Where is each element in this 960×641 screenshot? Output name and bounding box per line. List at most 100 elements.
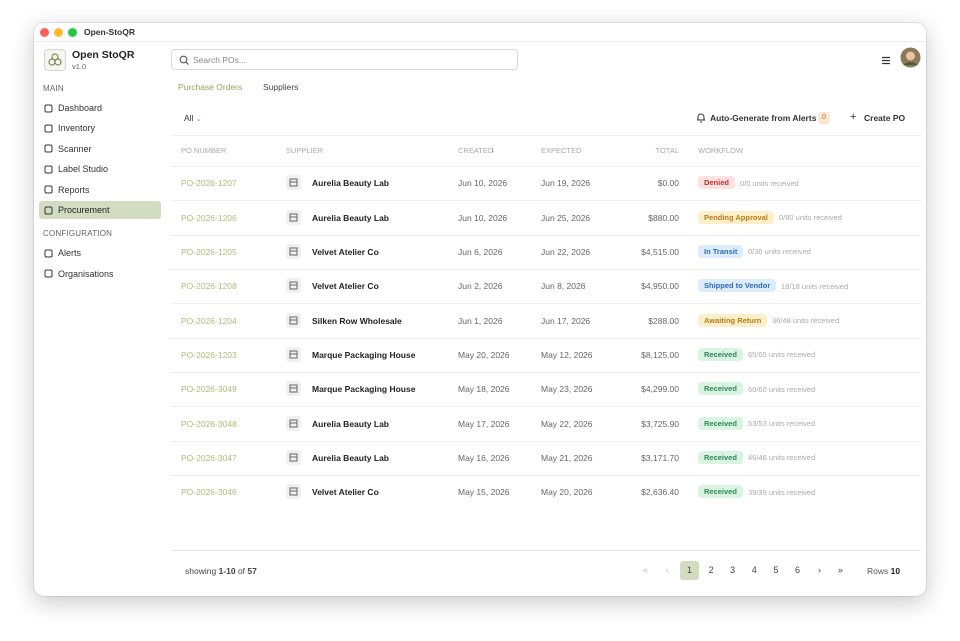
supplier-icon (286, 381, 301, 397)
po-number[interactable]: PO-2026-3047 (181, 452, 237, 463)
building-glyph (289, 213, 298, 222)
close-button[interactable] (40, 28, 49, 37)
nav-label: Organisations (58, 268, 114, 279)
po-number[interactable]: PO-2026-1208 (181, 281, 237, 292)
supplier-name: Silken Row Wholesale (312, 315, 402, 326)
filter-dropdown[interactable]: All ⌄ (184, 113, 202, 123)
first-page[interactable]: « (642, 565, 648, 575)
nav-item[interactable]: Scanner (39, 140, 161, 158)
logo-icon (48, 53, 62, 66)
total-amount: $3,171.70 (641, 452, 679, 463)
building-glyph (289, 419, 298, 428)
table-row[interactable] (171, 337, 921, 372)
search-box[interactable]: Search POs... (171, 49, 518, 70)
nav-item[interactable]: Alerts (39, 244, 161, 262)
alert-icon (697, 113, 705, 123)
nav-label: Procurement (58, 205, 110, 215)
supplier-icon (286, 209, 301, 225)
po-number[interactable]: PO-2026-1205 (181, 246, 237, 257)
next-page[interactable]: › (818, 565, 821, 575)
building-glyph (289, 247, 298, 256)
app-logo (44, 49, 66, 71)
nav-item[interactable]: Dashboard (39, 99, 161, 117)
total-amount: $3,725.90 (641, 418, 679, 429)
table-row[interactable] (171, 234, 921, 269)
menu-button[interactable] (881, 56, 891, 65)
rows-per-page[interactable]: Rows 10 (867, 566, 900, 576)
status-badge: Received (698, 382, 743, 396)
total-amount: $0.00 (657, 178, 679, 189)
nav-item[interactable]: Reports (39, 181, 161, 199)
tab[interactable]: Suppliers (263, 82, 299, 92)
units-received: 36/48 units received (772, 316, 840, 326)
nav-icon (44, 165, 53, 174)
supplier-name: Aurelia Beauty Lab (312, 452, 389, 463)
table-rule (171, 135, 921, 136)
user-avatar[interactable] (900, 47, 921, 68)
nav-item[interactable]: Organisations (39, 265, 161, 283)
po-number[interactable]: PO-2026-3046 (181, 487, 237, 498)
minimize-button[interactable] (54, 28, 63, 37)
nav-item[interactable]: Procurement (39, 201, 161, 219)
alert-count-badge: 0 (818, 112, 830, 124)
column-header[interactable]: CREATED (458, 146, 494, 155)
status-badge: Received (698, 450, 743, 464)
building-glyph (289, 453, 298, 462)
supplier-name: Velvet Atelier Co (312, 487, 379, 498)
footer-divider (171, 550, 921, 551)
nav-item[interactable]: Label Studio (39, 160, 161, 178)
nav-item[interactable]: Inventory (39, 119, 161, 137)
last-page[interactable]: » (837, 565, 843, 575)
supplier-icon (286, 312, 301, 328)
tab[interactable]: Purchase Orders (178, 82, 243, 92)
table-row[interactable] (171, 440, 921, 475)
created-date: May 15, 2026 (458, 487, 510, 498)
po-number[interactable]: PO-2026-1207 (181, 178, 237, 189)
page-button[interactable]: 2 (708, 565, 714, 575)
page-button[interactable]: 3 (730, 565, 736, 575)
nav-icon (44, 185, 53, 194)
supplier-icon (286, 346, 301, 362)
created-date: May 18, 2026 (458, 384, 510, 395)
column-header: SUPPLIER (286, 146, 324, 155)
table-row[interactable] (171, 475, 921, 509)
page-button[interactable]: 1 (680, 561, 699, 580)
nav-icon (44, 249, 53, 258)
table-row[interactable] (171, 303, 921, 337)
sort-arrow: ↓ (491, 145, 495, 154)
po-number[interactable]: PO-2026-1204 (181, 315, 237, 326)
prev-page[interactable]: ‹ (666, 565, 669, 575)
table-row[interactable] (171, 406, 921, 440)
create-po-button[interactable]: Create PO (864, 113, 906, 123)
building-glyph (289, 384, 298, 393)
section-heading: MAIN (43, 84, 64, 93)
total-amount: $4,950.00 (641, 281, 679, 292)
created-date: Jun 10, 2026 (458, 212, 508, 223)
rows-value: 10 (890, 566, 901, 576)
po-number[interactable]: PO-2026-3048 (181, 418, 237, 429)
app-name: Open StoQR (72, 49, 135, 61)
po-number[interactable]: PO-2026-3049 (181, 384, 237, 395)
column-header: WORKFLOW (698, 146, 743, 155)
units-received: 0/0 units received (740, 178, 799, 188)
page-button[interactable]: 6 (794, 565, 800, 575)
units-received: 18/18 units received (781, 281, 849, 291)
expected-date: Jun 17, 2026 (541, 315, 591, 326)
expected-date: May 12, 2026 (541, 349, 593, 360)
page-button[interactable]: 5 (773, 565, 779, 575)
po-number[interactable]: PO-2026-1203 (181, 349, 237, 360)
section-heading: CONFIGURATION (43, 229, 113, 239)
created-date: May 20, 2026 (458, 349, 510, 360)
created-date: Jun 10, 2026 (458, 178, 508, 189)
nav-icon (44, 269, 53, 278)
table-row[interactable] (171, 200, 921, 234)
table-row[interactable] (171, 372, 921, 406)
status-badge: Received (698, 347, 743, 361)
page-button[interactable]: 4 (751, 565, 757, 575)
table-row[interactable] (171, 166, 921, 200)
zoom-button[interactable] (68, 28, 77, 37)
auto-generate-button[interactable]: Auto-Generate from Alerts (710, 113, 817, 123)
po-number[interactable]: PO-2026-1206 (181, 212, 237, 223)
table-row[interactable] (171, 269, 921, 303)
supplier-name: Marque Packaging House (312, 384, 416, 395)
